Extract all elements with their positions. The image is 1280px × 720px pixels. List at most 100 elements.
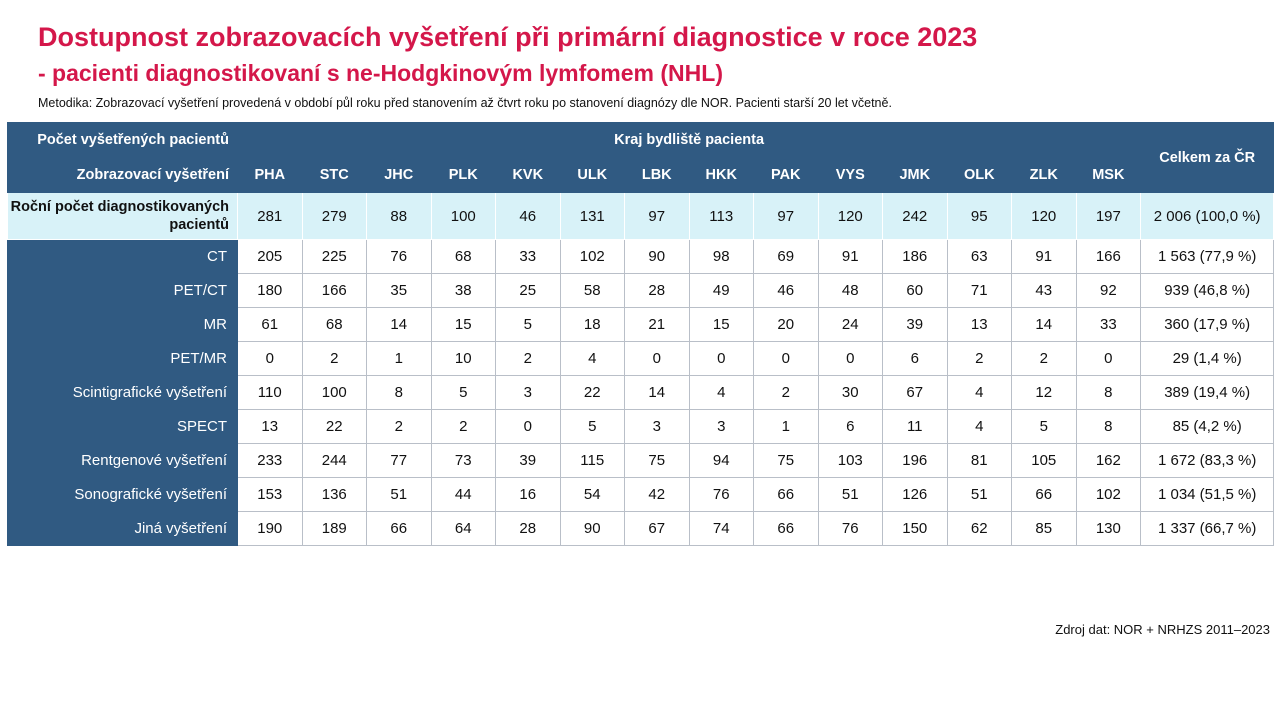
column-header-pha: PHA	[237, 157, 303, 193]
table-cell: 15	[430, 307, 496, 342]
table-row: PET/MR 0 2 1 10 2 4 0 0 0 0 6 2 2 0 29 (1,4 %)	[7, 341, 1275, 376]
table-cell: 90	[559, 511, 625, 546]
table-cell: 54	[559, 477, 625, 512]
table-cell: 48	[817, 273, 883, 308]
table-cell: 5	[559, 409, 625, 444]
table-cell: 71	[946, 273, 1012, 308]
annual-count-cell: 131	[559, 192, 625, 240]
column-header-ulk: ULK	[559, 157, 625, 193]
header-region-group: Kraj bydliště pacienta	[236, 122, 1142, 158]
table-row: PET/CT 180 166 35 38 25 58 28 49 46 48 60 71 43 92 939 …	[7, 273, 1275, 308]
table-cell: 76	[817, 511, 883, 546]
table-cell: 2	[495, 341, 561, 376]
row-total-cell: 1 034 (51,5 %)	[1140, 477, 1275, 512]
table-cell: 28	[624, 273, 690, 308]
table-cell: 6	[882, 341, 948, 376]
table-cell: 51	[366, 477, 432, 512]
table-cell: 85	[1011, 511, 1077, 546]
header-total: Celkem za ČR	[1140, 122, 1275, 193]
table-cell: 91	[1011, 239, 1077, 274]
table-cell: 21	[624, 307, 690, 342]
table-cell: 61	[237, 307, 303, 342]
table-cell: 225	[301, 239, 367, 274]
table-cell: 75	[624, 443, 690, 478]
table-cell: 2	[1011, 341, 1077, 376]
table-cell: 244	[301, 443, 367, 478]
annual-count-cell: 95	[946, 192, 1012, 240]
table-cell: 66	[753, 477, 819, 512]
table-cell: 0	[495, 409, 561, 444]
table-cell: 35	[366, 273, 432, 308]
column-header-kvk: KVK	[495, 157, 561, 193]
table-cell: 4	[946, 409, 1012, 444]
header-row-columns: Zobrazovací vyšetření PHA STC JHC PLK KVK ULK…	[7, 157, 1274, 193]
table-cell: 2	[301, 341, 367, 376]
row-label: PET/MR	[7, 341, 238, 376]
annual-count-label: Roční počet diagnostikovaných pacientů	[7, 192, 238, 240]
row-total-cell: 389 (19,4 %)	[1140, 375, 1275, 410]
row-label: Sonografické vyšetření	[7, 477, 238, 512]
annual-count-cell: 113	[688, 192, 754, 240]
table-cell: 24	[817, 307, 883, 342]
row-total-cell: 939 (46,8 %)	[1140, 273, 1275, 308]
table-cell: 30	[817, 375, 883, 410]
table-cell: 69	[753, 239, 819, 274]
table-cell: 18	[559, 307, 625, 342]
table-cell: 105	[1011, 443, 1077, 478]
table-cell: 115	[559, 443, 625, 478]
row-label: Rentgenové vyšetření	[7, 443, 238, 478]
table-cell: 126	[882, 477, 948, 512]
table-cell: 233	[237, 443, 303, 478]
table-cell: 44	[430, 477, 496, 512]
table-cell: 20	[753, 307, 819, 342]
table-cell: 16	[495, 477, 561, 512]
annual-count-cell: 279	[301, 192, 367, 240]
annual-count-cell: 197	[1075, 192, 1142, 240]
table-cell: 81	[946, 443, 1012, 478]
table-cell: 90	[624, 239, 690, 274]
table-cell: 14	[624, 375, 690, 410]
row-label: PET/CT	[7, 273, 238, 308]
annual-count-cell: 46	[495, 192, 561, 240]
table-cell: 10	[430, 341, 496, 376]
table-cell: 190	[237, 511, 303, 546]
table-cell: 186	[882, 239, 948, 274]
table-cell: 60	[882, 273, 948, 308]
table-cell: 33	[1075, 307, 1142, 342]
column-header-msk: MSK	[1075, 157, 1142, 193]
table-cell: 153	[237, 477, 303, 512]
annual-count-cell: 120	[817, 192, 883, 240]
table-cell: 39	[495, 443, 561, 478]
annual-count-cell: 97	[624, 192, 690, 240]
table-cell: 67	[882, 375, 948, 410]
table-cell: 68	[430, 239, 496, 274]
table-row: Scintigrafické vyšetření 110 100 8 5 3 22 14 4 2 3…	[7, 375, 1275, 410]
header-top-left: Počet vyšetřených pacientů	[7, 122, 238, 158]
table-cell: 43	[1011, 273, 1077, 308]
table-cell: 25	[495, 273, 561, 308]
table-cell: 94	[688, 443, 754, 478]
table-cell: 51	[817, 477, 883, 512]
table-cell: 110	[237, 375, 303, 410]
column-header-olk: OLK	[946, 157, 1012, 193]
column-header-lbk: LBK	[624, 157, 690, 193]
table-cell: 2	[366, 409, 432, 444]
table-cell: 8	[1075, 409, 1142, 444]
row-total-cell: 1 563 (77,9 %)	[1140, 239, 1275, 274]
table-cell: 92	[1075, 273, 1142, 308]
column-header-jhc: JHC	[366, 157, 432, 193]
table-cell: 66	[753, 511, 819, 546]
data-source: Zdroj dat: NOR + NRHZS 2011–2023	[1055, 622, 1270, 637]
table-cell: 162	[1075, 443, 1142, 478]
table-cell: 0	[817, 341, 883, 376]
table-cell: 62	[946, 511, 1012, 546]
exam-availability-table: Počet vyšetřených pacientů Kraj bydliště…	[7, 122, 1275, 546]
table-cell: 13	[946, 307, 1012, 342]
table-cell: 58	[559, 273, 625, 308]
methodology-note: Metodika: Zobrazovací vyšetření proveden…	[38, 96, 892, 110]
table-cell: 77	[366, 443, 432, 478]
column-header-hkk: HKK	[688, 157, 754, 193]
row-label: Scintigrafické vyšetření	[7, 375, 238, 410]
table-cell: 76	[688, 477, 754, 512]
table-cell: 1	[753, 409, 819, 444]
